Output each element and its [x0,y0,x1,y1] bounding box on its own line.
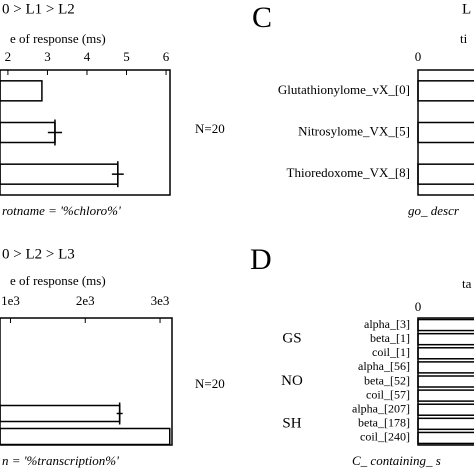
bar [417,347,474,360]
category-label: beta_[52] [364,373,410,387]
x-tick-label: 4 [84,49,91,64]
category-label: coil_[240] [360,430,410,444]
plot-frame [0,317,173,446]
bar [417,403,474,416]
bar [417,318,474,332]
bar [417,80,474,102]
bar [417,389,474,402]
group-label: NO [281,373,303,389]
plot-frame [417,69,474,196]
x-tick-label: 2e3 [76,293,95,308]
bar [417,361,474,374]
x-tick-label: 2 [5,49,12,64]
axis-label: e of response (ms) [10,273,106,288]
bar [0,121,56,144]
axis-label: ti [460,31,468,46]
group-label: GS [282,331,301,347]
bar [0,163,119,185]
x-tick-label: 6 [163,49,170,64]
x-tick-label: 0 [415,299,422,314]
category-label: beta_[178] [358,416,410,430]
axis-label: e of response (ms) [10,31,106,46]
category-label: Glutathionylome_vX_[0] [278,82,410,97]
category-label: alpha_[56] [358,359,410,373]
category-label: alpha_[3] [364,317,410,331]
group-label: SH [282,415,301,431]
x-tick-label: 3e3 [151,293,170,308]
footer-label: C_ containing_ s [352,453,441,468]
annotation: N=20 [195,121,225,136]
bar [417,163,474,185]
category-label: coil_[57] [366,387,410,401]
panel-title: 0 > L2 > L3 [2,246,75,262]
x-tick-label: 0 [415,49,422,64]
panel-title: L [462,1,471,17]
axis-label: ta [462,276,472,291]
footer-label: go_ descr [408,203,460,218]
x-tick-label: 1e3 [1,293,20,308]
bar [417,417,474,431]
category-label: coil_[1] [372,345,410,359]
x-tick-label: 3 [44,49,51,64]
panel-label: D [250,243,272,276]
category-label: Thioredoxome_VX_[8] [287,165,410,180]
category-label: Nitrosylome_VX_[5] [298,123,410,138]
x-tick-label: 5 [123,49,130,64]
panel-label: C [252,1,272,34]
footer-label: rotname = '%chloro%' [2,203,121,218]
panel-title: 0 > L1 > L2 [2,1,75,17]
annotation: N=20 [195,376,225,391]
category-label: alpha_[207] [352,401,410,415]
bar [0,427,171,446]
category-label: beta_[1] [370,331,410,345]
bar [417,431,474,445]
plot-frame [417,317,474,446]
bar [417,332,474,346]
bar [417,121,474,144]
footer-label: n = '%transcription%' [2,453,119,468]
bar [417,375,474,388]
bar [0,404,121,423]
bar [0,80,43,102]
plot-frame [0,69,171,196]
